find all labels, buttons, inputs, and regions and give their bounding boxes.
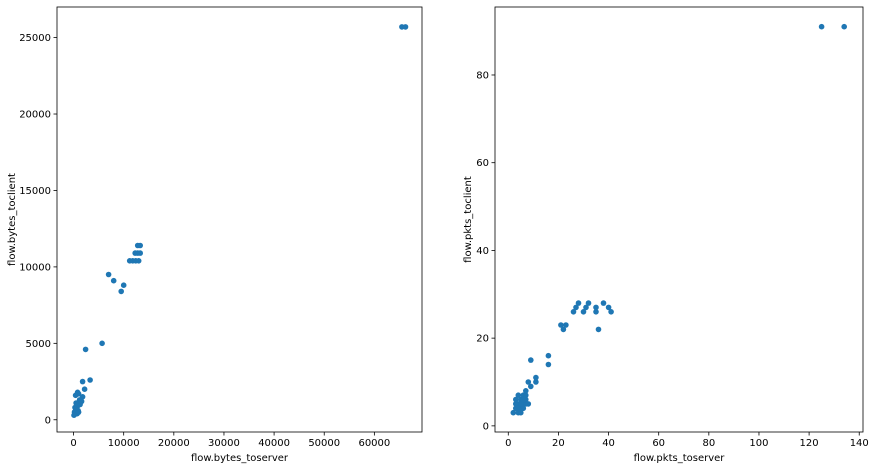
data-point: [105, 271, 112, 278]
y-tick-label: 10000: [19, 262, 51, 273]
y-tick-label: 0: [483, 421, 489, 432]
data-point: [120, 282, 127, 289]
data-point: [73, 400, 79, 406]
data-point: [513, 396, 519, 403]
data-point: [118, 288, 124, 295]
data-point: [545, 352, 552, 359]
data-point: [533, 374, 539, 381]
data-point: [520, 405, 527, 412]
data-point: [82, 346, 89, 353]
data-point: [71, 412, 77, 419]
data-point: [595, 326, 602, 333]
x-tick-label: 30000: [208, 438, 240, 449]
data-point: [605, 304, 612, 311]
data-point: [135, 258, 142, 264]
y-tick-label: 80: [476, 70, 489, 81]
data-point: [81, 386, 88, 393]
y-axis-label: flow.pkts_toclient: [463, 176, 474, 263]
data-points: [510, 23, 847, 416]
data-points: [71, 24, 409, 419]
data-point: [110, 277, 117, 284]
data-point: [513, 401, 519, 407]
data-point: [99, 340, 105, 347]
axes-frame: [494, 6, 864, 433]
data-point: [585, 300, 592, 306]
x-tick-label: 120: [800, 438, 819, 449]
data-point: [580, 309, 587, 315]
data-point: [518, 409, 524, 416]
data-point: [573, 304, 579, 311]
data-point: [570, 309, 577, 315]
y-tick-label: 40: [476, 246, 489, 257]
x-tick-label: 140: [850, 438, 869, 449]
x-tick-label: 100: [749, 438, 768, 449]
data-point: [137, 250, 143, 256]
data-point: [525, 401, 532, 407]
data-point: [818, 23, 825, 30]
data-point: [515, 405, 522, 412]
x-tick-label: 60: [652, 438, 665, 449]
data-point: [75, 409, 82, 415]
y-tick-label: 60: [476, 158, 489, 169]
y-tick-label: 20000: [19, 110, 51, 121]
data-point: [558, 322, 564, 328]
data-point: [593, 304, 599, 311]
data-point: [523, 392, 529, 399]
x-tick-label: 80: [702, 438, 715, 449]
y-tick-label: 25000: [19, 33, 51, 44]
x-axis-label: flow.pkts_toserver: [634, 453, 726, 464]
data-point: [79, 378, 86, 385]
data-point: [608, 309, 614, 315]
data-point: [841, 23, 847, 30]
x-tick-label: 60000: [358, 438, 390, 449]
scatter-plot-2: 0 20 40 60 80 100 120 140 0 20 40 60 80 flow.pkts_tos…: [463, 6, 869, 464]
axes-frame: [56, 6, 423, 433]
data-point: [75, 391, 82, 397]
data-point: [520, 396, 527, 403]
x-tick-label: 40000: [258, 438, 290, 449]
y-axis-label: flow.bytes_toclient: [7, 173, 18, 266]
x-tick-label: 20: [552, 438, 565, 449]
data-point: [402, 24, 409, 30]
data-point: [533, 379, 539, 385]
x-tick-label: 50000: [308, 438, 340, 449]
x-axis-label: flow.bytes_toserver: [191, 453, 289, 464]
data-point: [600, 300, 607, 306]
x-tick-label: 40: [602, 438, 615, 449]
x-tick-label: 10000: [108, 438, 140, 449]
data-point: [87, 377, 93, 383]
x-tick-label: 0: [505, 438, 511, 449]
data-point: [518, 401, 524, 407]
y-tick-label: 20: [476, 334, 489, 345]
data-point: [510, 409, 517, 416]
data-point: [560, 326, 567, 333]
y-tick-label: 0: [45, 415, 51, 426]
data-point: [523, 388, 529, 394]
x-tick-label: 20000: [158, 438, 190, 449]
data-point: [137, 242, 143, 249]
data-point: [545, 361, 552, 368]
data-point: [525, 379, 532, 385]
data-point: [575, 300, 582, 306]
scatter-plot-1: 0 10000 20000 30000 40000 50000 60000 0 5000 1000…: [7, 6, 423, 464]
data-point: [528, 383, 534, 390]
data-point: [583, 304, 589, 311]
y-tick-label: 5000: [26, 339, 51, 350]
x-tick-label: 0: [70, 438, 76, 449]
y-tick-label: 15000: [19, 186, 51, 197]
data-point: [528, 357, 534, 363]
data-point: [515, 392, 522, 399]
data-point: [593, 309, 599, 315]
data-point: [563, 322, 569, 328]
